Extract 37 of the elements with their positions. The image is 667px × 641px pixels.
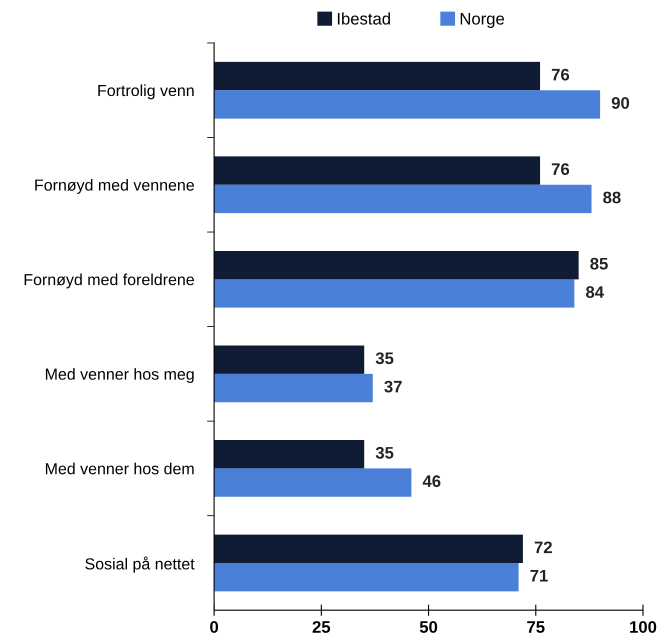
data-label: 85 [590, 258, 608, 270]
y-tick-label: Fornøyd med foreldrene [24, 274, 194, 288]
data-label: 76 [552, 68, 570, 81]
bar [214, 279, 574, 308]
y-tick-label: Fortrolig venn [98, 84, 194, 100]
y-tick-label: Med venner hos dem [46, 462, 194, 474]
x-tick-label: 75 [527, 621, 545, 633]
data-label: 35 [376, 446, 394, 459]
legend-label: Norge [460, 13, 504, 28]
bar [214, 156, 540, 185]
bar [214, 534, 523, 563]
x-tick-label: 50 [420, 621, 438, 633]
bar [214, 90, 600, 119]
bar [214, 346, 364, 374]
x-tick-label: 100 [630, 621, 656, 633]
bar [214, 374, 373, 402]
bar [214, 468, 412, 497]
y-tick-label: Fornøyd med vennene [35, 178, 194, 194]
bar [214, 440, 364, 468]
data-label: 90 [612, 97, 630, 109]
data-label: 76 [552, 163, 570, 176]
legend-label: Ibestad [338, 12, 390, 25]
y-tick-label: Med venner hos meg [46, 368, 194, 383]
bar [214, 184, 592, 214]
data-label: 84 [586, 286, 604, 298]
data-label: 37 [384, 380, 402, 393]
bar [214, 250, 579, 280]
data-label: 35 [376, 352, 394, 364]
x-tick-label: 25 [312, 621, 330, 633]
bar [214, 62, 540, 90]
data-label: 88 [603, 192, 621, 204]
data-label: 71 [530, 570, 548, 582]
data-label: 46 [422, 475, 440, 488]
data-label: 72 [534, 541, 552, 554]
y-tick-label: Sosial på nettet [85, 556, 195, 573]
x-tick-label: 0 [210, 621, 218, 633]
bar [214, 562, 519, 592]
